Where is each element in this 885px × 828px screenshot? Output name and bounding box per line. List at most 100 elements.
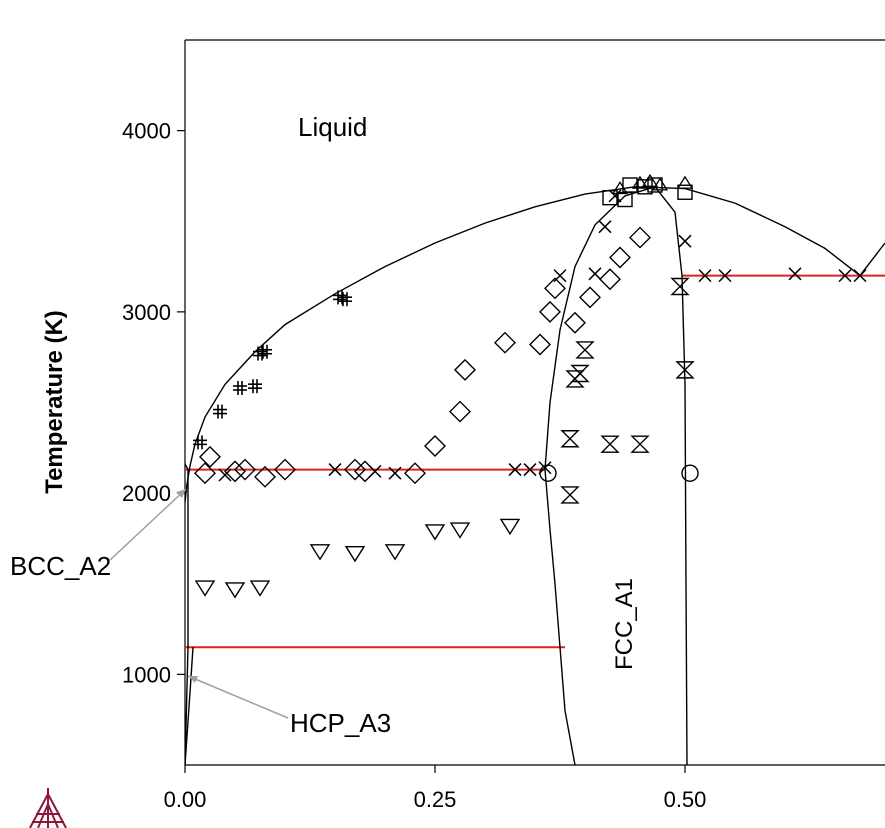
marker-diamond (194, 462, 216, 485)
marker-hash (193, 435, 207, 450)
marker-stroke (678, 234, 692, 248)
marker-diamond (539, 300, 561, 323)
marker-triangle-up (651, 177, 669, 191)
y-tick-label: 2000 (122, 481, 171, 506)
marker-x (838, 269, 852, 283)
marker-diamond (599, 268, 621, 291)
phase-label-hcp: HCP_A3 (290, 708, 391, 738)
marker-x (608, 189, 622, 203)
marker-diamond (234, 458, 256, 481)
marker-stroke (538, 461, 552, 475)
marker-diamond (494, 331, 516, 354)
hcp-leader-line (187, 675, 289, 719)
marker-stroke (218, 468, 232, 482)
marker-stroke (523, 463, 537, 477)
marker-triangle-down (249, 580, 271, 597)
marker-diamond (449, 400, 471, 423)
marker-triangle-down (424, 524, 446, 541)
marker-x (218, 468, 232, 482)
marker-hash (258, 344, 272, 359)
marker-hash (338, 292, 352, 307)
marker-square (602, 189, 618, 206)
marker-stroke (838, 269, 852, 283)
marker-stroke (718, 269, 732, 283)
marker-diamond (529, 333, 551, 356)
marker-diamond (424, 435, 446, 457)
phase-boundary-bcc-solvus (185, 463, 189, 765)
marker-bowtie (670, 277, 690, 296)
marker-bowtie (630, 435, 650, 453)
marker-triangle-down (194, 580, 216, 597)
bcc-leader-line (109, 488, 187, 561)
marker-triangle-up (611, 181, 629, 195)
phase-boundary-liquidus-right (684, 187, 885, 277)
marker-stroke (368, 464, 382, 478)
marker-triangle-down (344, 545, 366, 563)
marker-stroke (388, 466, 402, 480)
marker-square (647, 177, 663, 193)
marker-diamond (609, 246, 631, 269)
x-tick-label: 0.00 (164, 787, 207, 812)
marker-bowtie (560, 430, 580, 448)
x-tick-label: 0.25 (414, 787, 457, 812)
marker-bowtie (575, 341, 595, 359)
phase-label-fcc: FCC_A1 (611, 578, 638, 670)
marker-stroke (328, 463, 342, 477)
marker-x (698, 269, 712, 283)
marker-bowtie (570, 364, 590, 383)
marker-diamond (454, 358, 476, 381)
phase-label-bcc: BCC_A2 (10, 551, 111, 581)
hcp-leader-arrowhead (188, 676, 198, 683)
marker-x (718, 269, 732, 283)
marker-square (677, 184, 693, 200)
marker-hash (233, 381, 247, 395)
plot-frame (184, 39, 885, 766)
marker-square (622, 177, 638, 193)
marker-diamond (579, 286, 601, 309)
marker-diamond (254, 465, 276, 488)
marker-hash (248, 379, 262, 394)
marker-hash (213, 404, 227, 419)
phase-boundary-hcp-solvus (185, 647, 194, 765)
marker-triangle-down (499, 518, 521, 536)
marker-x (508, 463, 522, 477)
marker-x (588, 267, 602, 281)
marker-x (368, 464, 382, 478)
marker-diamond (564, 311, 586, 334)
marker-triangle-up (631, 175, 649, 189)
marker-stroke (853, 269, 867, 283)
marker-diamond (199, 445, 221, 468)
marker-diamond (354, 460, 376, 483)
marker-stroke (588, 267, 602, 281)
logo-icon (29, 788, 67, 828)
marker-x (853, 269, 867, 283)
marker-stroke (508, 463, 522, 477)
marker-diamond (629, 226, 651, 249)
marker-x (553, 269, 567, 283)
marker-triangle-up (676, 175, 694, 189)
marker-x (388, 466, 402, 480)
phase-boundary-fcc-left-lower (544, 469, 576, 765)
y-tick-label: 3000 (122, 300, 171, 325)
marker-bowtie (600, 435, 620, 453)
y-tick-label: 4000 (122, 119, 171, 144)
marker-stroke (598, 220, 612, 234)
marker-x (788, 267, 802, 281)
marker-triangle-up (641, 173, 659, 187)
y-axis-label: Temperature (K) (41, 310, 68, 494)
marker-x (523, 463, 537, 477)
marker-stroke (553, 269, 567, 283)
marker-circle (539, 464, 557, 482)
phase-label-liquid: Liquid (298, 112, 367, 142)
marker-triangle-down (224, 582, 246, 599)
marker-diamond (224, 460, 246, 483)
marker-stroke (788, 267, 802, 281)
marker-circle (681, 464, 699, 482)
phase-boundary-fcc-left-upper (544, 186, 656, 470)
marker-triangle-down (449, 522, 471, 539)
marker-diamond (344, 458, 366, 481)
marker-diamond (274, 458, 296, 481)
marker-stroke (698, 269, 712, 283)
phase-boundary-liquidus-left (185, 186, 686, 503)
